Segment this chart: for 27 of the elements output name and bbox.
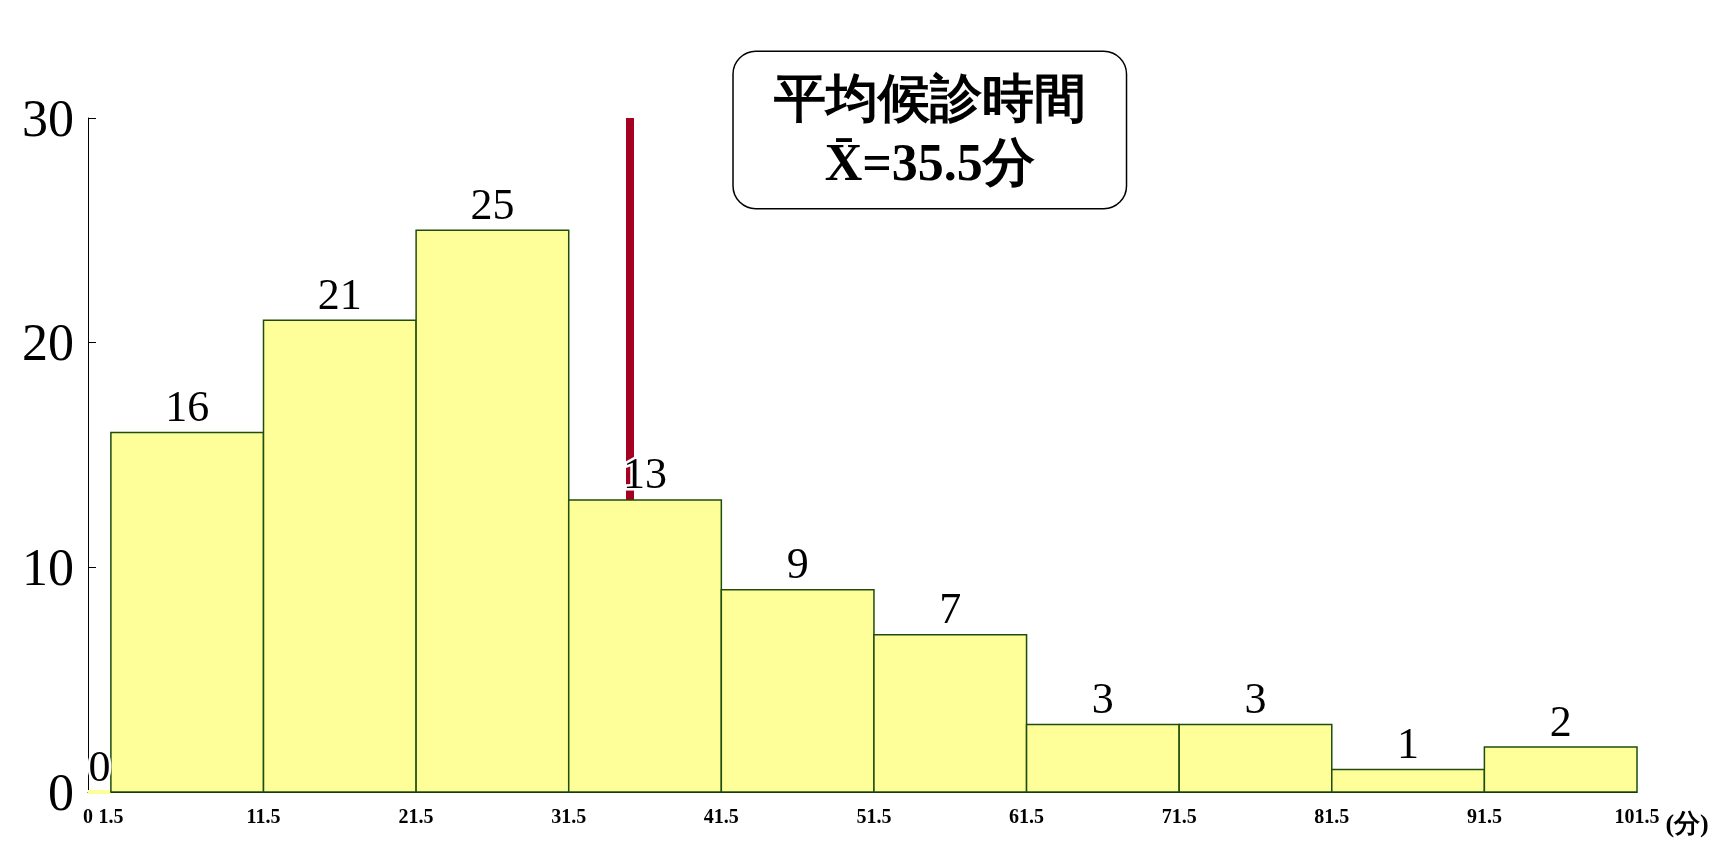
x-tick-label: 41.5 bbox=[703, 805, 739, 827]
data-label: 9 bbox=[786, 539, 809, 589]
x-tick-label: 1.5 bbox=[98, 805, 124, 827]
y-tick-label: 20 bbox=[22, 314, 74, 372]
x-tick-label: 51.5 bbox=[856, 805, 892, 827]
data-label: 2 bbox=[1549, 696, 1572, 746]
x-tick-label: 31.5 bbox=[551, 805, 587, 827]
data-label: 7 bbox=[939, 584, 962, 634]
data-label: 3 bbox=[1091, 674, 1114, 724]
data-label: 25 bbox=[470, 179, 515, 229]
x-axis-title: (分) bbox=[1665, 808, 1709, 838]
data-label: 16 bbox=[165, 382, 210, 432]
x-tick-label: 11.5 bbox=[246, 805, 281, 827]
y-tick-label: 10 bbox=[22, 538, 74, 596]
x-tick-label: 91.5 bbox=[1466, 805, 1502, 827]
data-label: 21 bbox=[317, 269, 362, 319]
data-label: 0 bbox=[88, 741, 111, 791]
ref-line-label: 平均候診時間 X̄=35.5分 bbox=[772, 69, 1086, 191]
data-label: 3 bbox=[1244, 674, 1267, 724]
y-tick-label: 30 bbox=[22, 89, 74, 147]
x-tick-label: 21.5 bbox=[398, 805, 434, 827]
x-tick-label: 71.5 bbox=[1161, 805, 1197, 827]
data-label: 1 bbox=[1397, 719, 1420, 769]
x-tick-label: 101.5 bbox=[1614, 805, 1660, 827]
x-tick-label: 61.5 bbox=[1009, 805, 1045, 827]
x-tick-label: 0 bbox=[83, 805, 93, 827]
x-tick-label: 81.5 bbox=[1314, 805, 1350, 827]
